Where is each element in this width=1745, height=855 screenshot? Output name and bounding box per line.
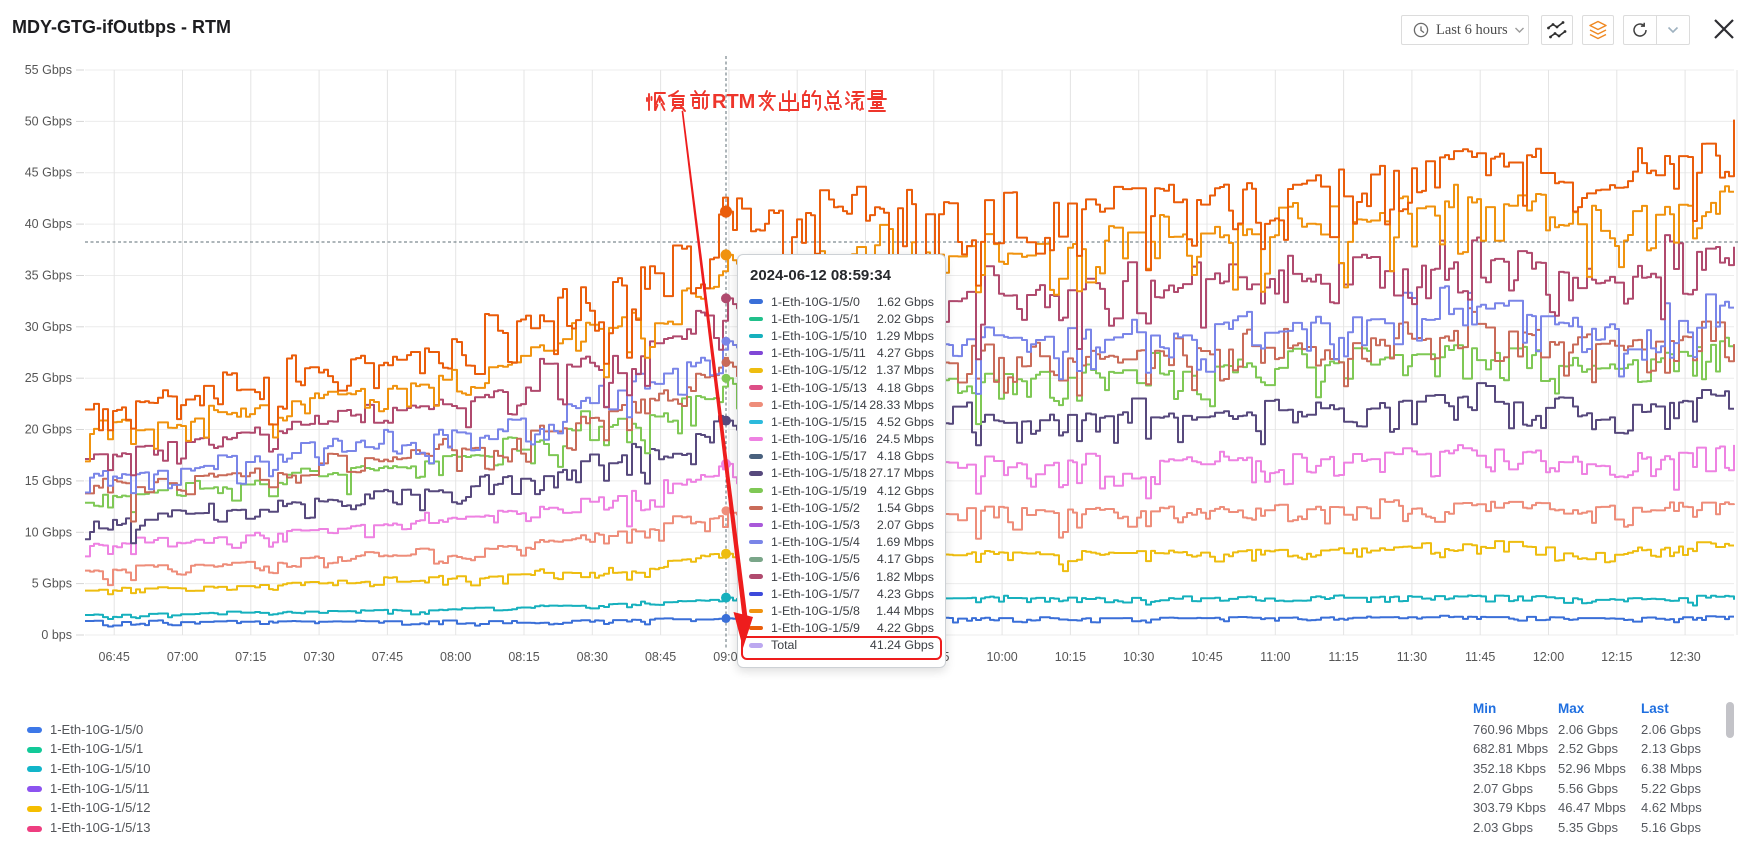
svg-text:10:15: 10:15 [1055, 650, 1086, 664]
svg-text:25 Gbps: 25 Gbps [25, 371, 72, 385]
svg-text:10:00: 10:00 [986, 650, 1017, 664]
svg-text:07:15: 07:15 [235, 650, 266, 664]
svg-text:10 Gbps: 10 Gbps [25, 525, 72, 539]
svg-text:06:45: 06:45 [99, 650, 130, 664]
svg-text:07:45: 07:45 [372, 650, 403, 664]
svg-text:5 Gbps: 5 Gbps [32, 577, 72, 591]
svg-text:12:30: 12:30 [1669, 650, 1700, 664]
svg-text:08:45: 08:45 [645, 650, 676, 664]
svg-text:15 Gbps: 15 Gbps [25, 474, 72, 488]
svg-text:RTM: RTM [712, 91, 755, 113]
svg-text:0 bps: 0 bps [41, 628, 72, 642]
svg-text:08:30: 08:30 [577, 650, 608, 664]
svg-text:55 Gbps: 55 Gbps [25, 63, 72, 77]
svg-text:10:30: 10:30 [1123, 650, 1154, 664]
svg-text:11:00: 11:00 [1260, 650, 1290, 664]
svg-text:40 Gbps: 40 Gbps [25, 217, 72, 231]
svg-text:11:15: 11:15 [1328, 650, 1358, 664]
svg-text:50 Gbps: 50 Gbps [25, 114, 72, 128]
svg-text:35 Gbps: 35 Gbps [25, 269, 72, 283]
svg-text:30 Gbps: 30 Gbps [25, 320, 72, 334]
svg-text:08:15: 08:15 [508, 650, 539, 664]
svg-text:09:00: 09:00 [713, 650, 744, 664]
svg-text:11:45: 11:45 [1465, 650, 1495, 664]
svg-text:12:15: 12:15 [1601, 650, 1632, 664]
svg-text:11:30: 11:30 [1397, 650, 1427, 664]
svg-text:20 Gbps: 20 Gbps [25, 423, 72, 437]
svg-text:07:00: 07:00 [167, 650, 198, 664]
svg-text:10:45: 10:45 [1191, 650, 1222, 664]
svg-text:12:00: 12:00 [1533, 650, 1564, 664]
svg-text:07:30: 07:30 [303, 650, 334, 664]
svg-text:08:00: 08:00 [440, 650, 471, 664]
svg-text:45 Gbps: 45 Gbps [25, 166, 72, 180]
